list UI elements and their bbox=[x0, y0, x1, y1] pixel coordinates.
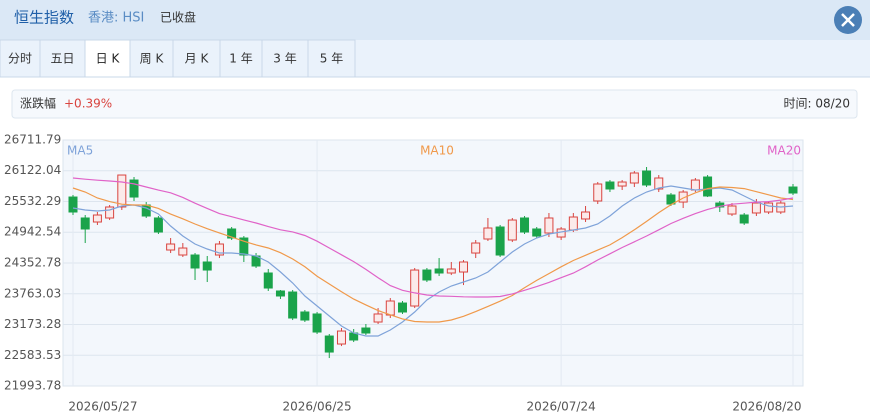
candle-body bbox=[605, 181, 615, 190]
tab[interactable]: 五日 bbox=[50, 52, 74, 66]
candle-body bbox=[422, 269, 432, 281]
candle-body bbox=[410, 269, 420, 307]
y-tick-label: 25532.29 bbox=[4, 194, 61, 208]
tab-bg[interactable] bbox=[172, 39, 221, 78]
close-button[interactable] bbox=[834, 6, 862, 34]
y-tick-label: 23173.28 bbox=[4, 317, 61, 331]
candle-body bbox=[190, 254, 200, 269]
candle-body bbox=[397, 302, 407, 313]
tab-bg[interactable] bbox=[261, 39, 309, 78]
candle-body bbox=[117, 174, 127, 208]
candle-body bbox=[629, 172, 639, 184]
candle-body bbox=[68, 196, 78, 213]
candle-body bbox=[202, 261, 212, 271]
tab[interactable]: 1 年 bbox=[229, 52, 252, 66]
info-bar bbox=[11, 89, 858, 119]
candle-body bbox=[141, 204, 151, 217]
candle-body bbox=[178, 247, 188, 256]
candle-body bbox=[617, 181, 627, 187]
candle-body bbox=[471, 242, 481, 254]
tab-bg[interactable] bbox=[129, 39, 174, 78]
candle-body bbox=[666, 194, 676, 205]
candle-body bbox=[788, 186, 798, 194]
candle-body bbox=[434, 268, 444, 274]
tab-bg[interactable] bbox=[84, 39, 131, 78]
candle-body bbox=[166, 243, 176, 251]
header-bar bbox=[0, 0, 870, 40]
y-tick-label: 22583.53 bbox=[4, 348, 61, 362]
candle-body bbox=[336, 330, 346, 345]
legend-entry: MA20 bbox=[767, 144, 801, 158]
candle-body bbox=[739, 214, 749, 224]
candle-body bbox=[581, 211, 591, 220]
tab[interactable]: 分时 bbox=[8, 52, 32, 66]
time-label: 时间: 08/20 bbox=[784, 97, 850, 111]
ma-line bbox=[72, 186, 794, 323]
tab[interactable]: 日 K bbox=[96, 52, 121, 66]
tab[interactable]: 5 年 bbox=[320, 52, 343, 66]
candle-body bbox=[288, 291, 298, 319]
candle-body bbox=[593, 183, 603, 202]
x-tick-label: 2026/05/27 bbox=[68, 400, 137, 414]
y-tick-label: 21993.78 bbox=[4, 379, 61, 393]
candle-body bbox=[544, 217, 554, 234]
candle-body bbox=[239, 237, 249, 256]
y-tick-label: 23763.03 bbox=[4, 286, 61, 300]
candle-body bbox=[727, 205, 737, 215]
candle-body bbox=[703, 176, 713, 197]
candle-body bbox=[275, 290, 285, 297]
candle-body bbox=[642, 170, 652, 186]
candle-body bbox=[495, 226, 505, 256]
candle-body bbox=[532, 228, 542, 237]
candle-body bbox=[764, 202, 774, 213]
title: 恒生指数 bbox=[14, 9, 74, 27]
candle-body bbox=[446, 268, 456, 274]
tab-bg[interactable] bbox=[307, 39, 356, 78]
status: 已收盘 bbox=[160, 10, 196, 25]
market: 香港: HSI bbox=[88, 11, 144, 26]
candle-body bbox=[263, 272, 273, 289]
candle-body bbox=[690, 179, 700, 191]
tab[interactable]: 月 K bbox=[185, 52, 210, 66]
y-tick-label: 26711.79 bbox=[4, 133, 61, 147]
y-tick-label: 26122.04 bbox=[4, 163, 61, 177]
y-tick-label: 24352.78 bbox=[4, 256, 61, 270]
candle-body bbox=[129, 179, 139, 198]
ma-line bbox=[72, 177, 794, 298]
candle-body bbox=[459, 261, 469, 273]
tab-bg[interactable] bbox=[219, 39, 263, 78]
candle-body bbox=[678, 191, 688, 203]
candle-body bbox=[80, 217, 90, 230]
candle-body bbox=[361, 327, 371, 334]
candle-body bbox=[520, 217, 530, 233]
candle-body bbox=[227, 228, 237, 239]
candle-body bbox=[92, 214, 102, 223]
candle-body bbox=[751, 202, 761, 214]
candle-body bbox=[312, 313, 322, 333]
candle-body bbox=[483, 227, 493, 240]
change-label: 涨跌幅 bbox=[20, 96, 56, 111]
legend-entry: MA5 bbox=[67, 144, 93, 158]
candle-body bbox=[105, 206, 115, 219]
candle-body bbox=[373, 313, 383, 323]
candle-body bbox=[654, 177, 664, 190]
legend-entry: MA10 bbox=[420, 144, 454, 158]
candle-body bbox=[568, 216, 578, 231]
change-value: +0.39% bbox=[64, 97, 112, 111]
x-tick-label: 2026/07/24 bbox=[527, 400, 596, 414]
tab[interactable]: 3 年 bbox=[273, 52, 296, 66]
tab[interactable]: 周 K bbox=[140, 52, 165, 66]
candle-body bbox=[153, 217, 163, 233]
candle-body bbox=[507, 219, 517, 241]
x-tick-label: 2026/06/25 bbox=[282, 400, 351, 414]
candle-body bbox=[300, 311, 310, 321]
candle-body bbox=[385, 300, 395, 316]
y-tick-label: 24942.54 bbox=[4, 225, 61, 239]
candle-body bbox=[214, 243, 224, 256]
candle-body bbox=[324, 335, 334, 353]
x-tick-label: 2026/08/20 bbox=[732, 400, 801, 414]
